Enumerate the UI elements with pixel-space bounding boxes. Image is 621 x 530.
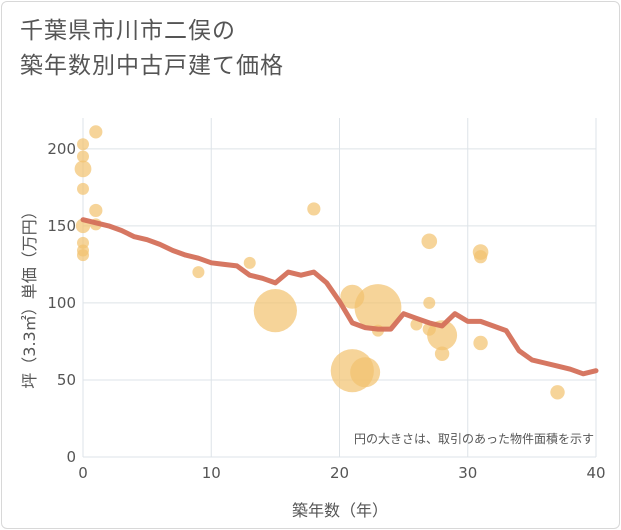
bubble-size-note: 円の大きさは、取引のあった物件面積を示す xyxy=(354,431,594,446)
data-bubble xyxy=(307,202,321,216)
data-bubble xyxy=(253,289,297,333)
y-tick-label: 150 xyxy=(47,217,76,235)
data-bubble xyxy=(89,203,103,218)
data-bubble xyxy=(77,249,89,262)
grid-lines xyxy=(82,118,597,458)
x-tick-label: 20 xyxy=(330,464,349,482)
data-bubble xyxy=(550,385,565,400)
data-bubble xyxy=(427,320,458,351)
chart-title: 千葉県市川市二俣の 築年数別中古戸建て価格 xyxy=(20,14,284,84)
data-bubble xyxy=(243,256,256,269)
trend-line xyxy=(80,217,599,377)
data-bubble xyxy=(192,266,205,279)
y-tick-label: 0 xyxy=(66,448,76,466)
data-bubble xyxy=(423,296,436,309)
bubble-layer xyxy=(74,125,565,400)
y-tick-labels: 0 50 100 150 200 xyxy=(47,140,76,466)
data-bubble xyxy=(473,335,488,351)
data-bubble xyxy=(77,182,89,195)
data-bubble xyxy=(89,125,103,139)
y-tick-label: 50 xyxy=(57,371,76,389)
x-tick-labels: 0 10 20 30 40 xyxy=(78,464,605,482)
data-bubble xyxy=(421,233,438,250)
data-bubble xyxy=(354,284,402,331)
x-tick-label: 0 xyxy=(78,464,88,482)
x-tick-label: 10 xyxy=(202,464,221,482)
data-bubble xyxy=(74,160,92,178)
data-bubble xyxy=(473,250,488,264)
x-axis-title: 築年数（年） xyxy=(292,501,388,520)
x-tick-label: 40 xyxy=(586,464,605,482)
data-bubble xyxy=(434,346,450,361)
data-bubble xyxy=(350,357,381,388)
y-tick-label: 100 xyxy=(47,294,76,312)
title-line-2: 築年数別中古戸建て価格 xyxy=(20,53,284,79)
x-tick-label: 30 xyxy=(458,464,477,482)
title-line-1: 千葉県市川市二俣の xyxy=(20,18,236,44)
data-bubble xyxy=(77,150,89,163)
data-bubble xyxy=(77,138,89,151)
y-axis-title: 坪（3.3㎡）単価（万円） xyxy=(20,203,39,388)
y-tick-label: 200 xyxy=(47,140,76,158)
